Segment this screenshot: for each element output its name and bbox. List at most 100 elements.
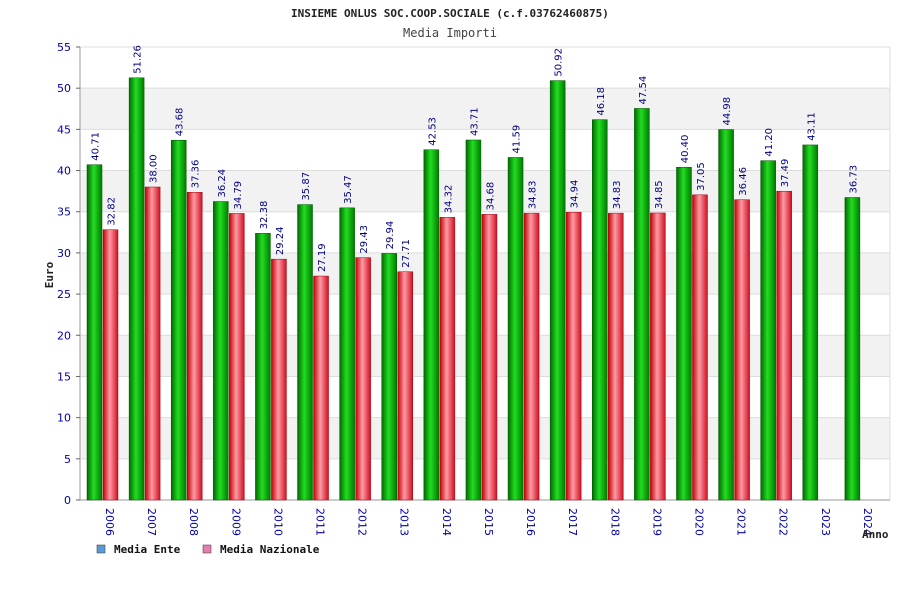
bar-media-ente <box>213 201 229 501</box>
x-tick-label: 2019 <box>650 508 663 536</box>
bar-media-nazionale <box>313 275 329 501</box>
legend-swatch <box>202 544 212 554</box>
bar-media-nazionale <box>271 258 287 501</box>
data-label: 36.24 <box>217 169 228 198</box>
x-tick-label: 2022 <box>777 508 790 536</box>
data-label: 29.43 <box>359 225 370 254</box>
data-label: 27.19 <box>317 243 328 272</box>
data-label: 43.11 <box>806 112 817 141</box>
y-tick-label: 55 <box>57 41 71 54</box>
x-tick-label: 2020 <box>692 508 705 536</box>
grid-band <box>80 88 890 130</box>
x-tick-label: 2024 <box>861 508 874 536</box>
bar-media-ente <box>170 139 187 501</box>
bar-media-nazionale <box>650 212 666 501</box>
bar-media-nazionale <box>102 229 119 501</box>
y-tick-label: 50 <box>57 82 71 95</box>
y-tick-label: 40 <box>57 165 71 178</box>
data-label: 32.38 <box>259 201 270 230</box>
data-label: 27.71 <box>401 239 412 268</box>
x-tick-label: 2023 <box>819 508 832 536</box>
x-tick-label: 2013 <box>398 508 411 536</box>
data-label: 50.92 <box>554 48 565 77</box>
chart-title: INSIEME ONLUS SOC.COOP.SOCIALE (c.f.0376… <box>291 7 609 20</box>
bar-media-ente <box>339 207 355 501</box>
bar-media-ente <box>86 164 103 501</box>
bar-media-nazionale <box>481 214 498 501</box>
bar-media-nazionale <box>186 192 203 501</box>
y-tick-label: 35 <box>57 206 71 219</box>
y-tick-label: 25 <box>57 288 71 301</box>
y-tick-label: 15 <box>57 370 71 383</box>
bar-media-nazionale <box>397 271 413 501</box>
x-tick-label: 2017 <box>566 508 579 536</box>
data-label: 29.94 <box>385 221 396 250</box>
legend-swatch <box>96 544 106 554</box>
grid-band <box>80 129 890 171</box>
x-tick-label: 2011 <box>314 508 327 536</box>
bar-media-ente <box>676 167 692 501</box>
bar-media-ente <box>549 80 566 501</box>
data-label: 34.85 <box>654 180 665 209</box>
data-label: 41.20 <box>764 128 775 157</box>
bar-media-ente <box>423 149 440 501</box>
data-label: 32.82 <box>107 197 118 226</box>
bar-media-ente <box>718 129 734 501</box>
x-tick-label: 2015 <box>482 508 495 536</box>
bar-media-ente <box>381 253 397 501</box>
bar-media-nazionale <box>776 190 792 501</box>
y-tick-label: 30 <box>57 247 71 260</box>
data-label: 37.05 <box>696 162 707 191</box>
bar-media-nazionale <box>229 213 245 501</box>
bar-media-nazionale <box>523 212 540 501</box>
data-label: 40.40 <box>680 135 691 164</box>
bar-media-ente <box>592 119 608 501</box>
data-label: 34.94 <box>570 180 581 209</box>
bar-media-ente <box>465 139 482 501</box>
data-label: 34.83 <box>528 180 539 209</box>
y-tick-label: 5 <box>64 453 71 466</box>
legend-label: Media Nazionale <box>220 543 320 556</box>
data-label: 34.83 <box>612 180 623 209</box>
bar-media-ente <box>844 197 861 501</box>
y-tick-label: 0 <box>64 494 71 507</box>
x-tick-label: 2012 <box>356 508 369 536</box>
bar-media-ente <box>760 160 776 501</box>
x-tick-label: 2006 <box>103 508 116 536</box>
y-axis-ticks: 0 5 10 15 20 25 30 35 40 45 50 55 <box>57 41 80 507</box>
data-label: 41.59 <box>512 125 523 154</box>
bar-media-nazionale <box>355 257 371 501</box>
x-axis-label: Anno <box>862 528 889 541</box>
data-label: 29.24 <box>275 227 286 256</box>
data-label: 43.68 <box>175 108 186 137</box>
bar-media-nazionale <box>734 199 750 501</box>
data-label: 47.54 <box>638 76 649 105</box>
x-tick-label: 2018 <box>608 508 621 536</box>
bar-media-nazionale <box>608 212 624 501</box>
x-tick-label: 2007 <box>145 508 158 536</box>
bar-media-nazionale <box>439 217 456 501</box>
x-tick-label: 2008 <box>187 508 200 536</box>
bar-media-nazionale <box>692 194 708 501</box>
data-label: 43.71 <box>469 107 480 136</box>
data-label: 34.79 <box>233 181 244 210</box>
data-label: 46.18 <box>596 87 607 116</box>
y-tick-label: 45 <box>57 123 71 136</box>
bar-media-ente <box>255 233 271 501</box>
data-label: 38.00 <box>149 154 160 183</box>
x-tick-label: 2021 <box>735 508 748 536</box>
legend: Media Ente Media Nazionale <box>96 543 320 556</box>
x-axis-ticks: 2006 2007 2008 2009 2010 2011 2012 2013 2014 2015… <box>103 508 874 536</box>
legend-label: Media Ente <box>114 543 181 556</box>
chart-subtitle: Media Importi <box>403 26 497 40</box>
bars <box>86 77 861 501</box>
grid-band <box>80 47 890 89</box>
bar-media-ente <box>128 77 145 501</box>
data-label: 37.49 <box>780 159 791 188</box>
y-axis-label: Euro <box>43 261 56 288</box>
data-label: 35.47 <box>343 175 354 204</box>
x-tick-label: 2010 <box>271 508 284 536</box>
data-label: 42.53 <box>427 117 438 146</box>
bar-media-nazionale <box>144 186 161 501</box>
